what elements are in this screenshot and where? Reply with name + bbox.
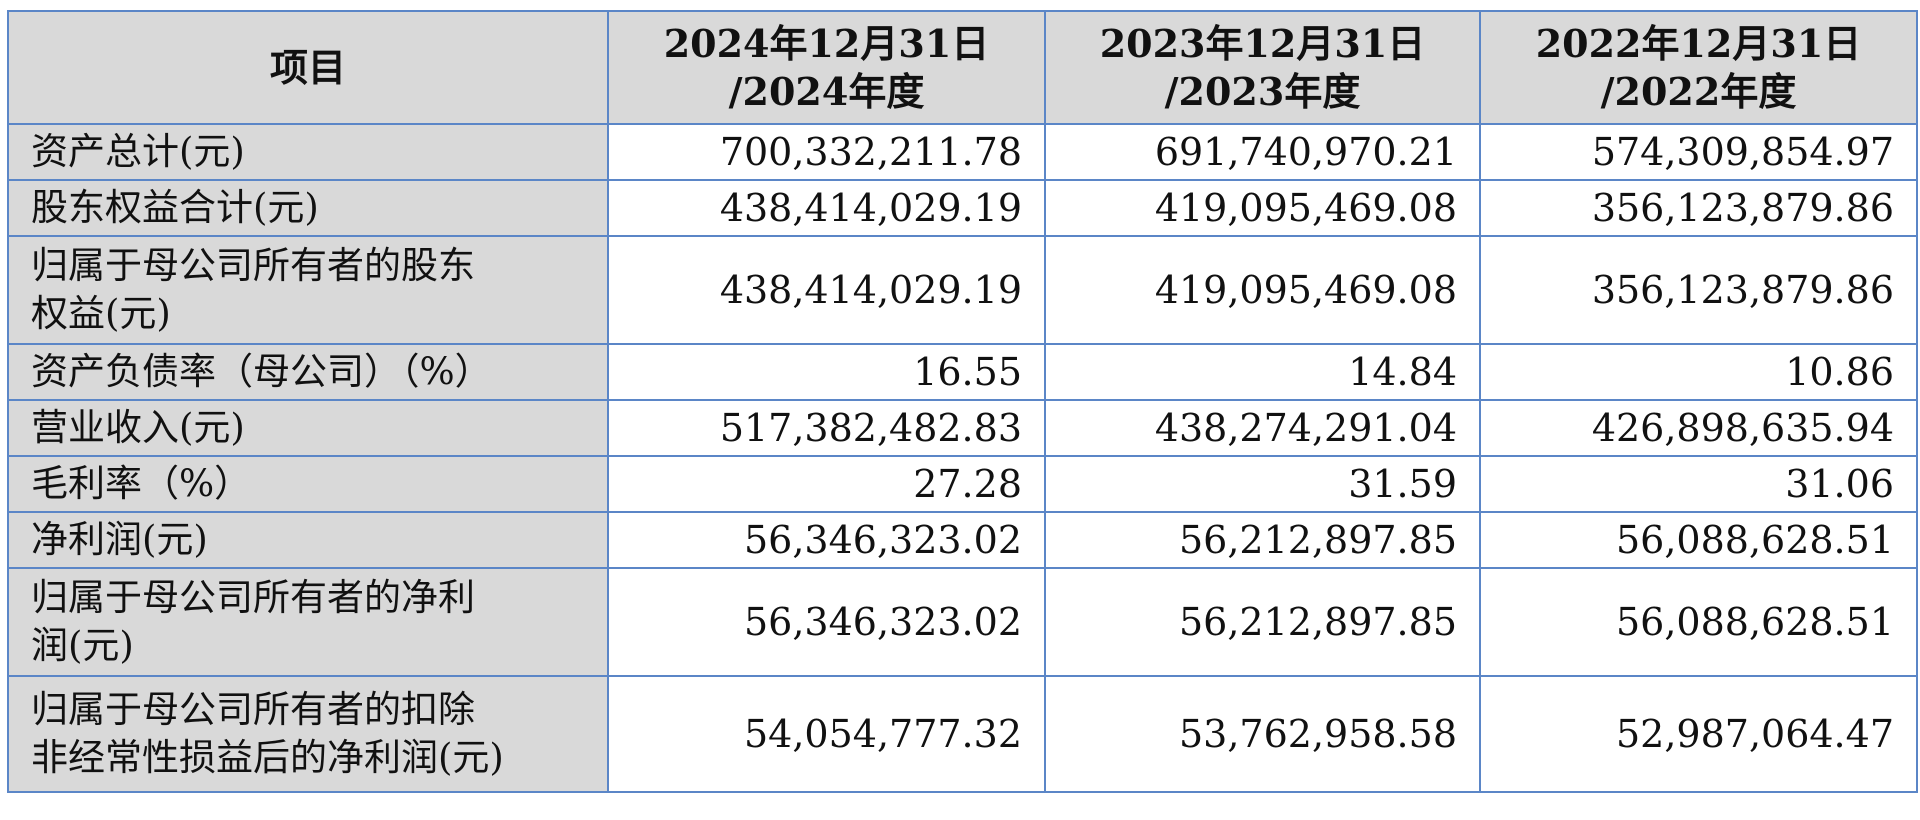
cell-2024: 517,382,482.83 — [607, 399, 1046, 457]
row-label: 资产总计(元) — [7, 123, 609, 181]
row-label: 资产负债率（母公司）（%） — [7, 343, 609, 401]
header-2023-year: /2023年度 — [1164, 68, 1361, 114]
row-label: 归属于母公司所有者的股东 权益(元) — [7, 235, 609, 345]
row-label-line: 归属于母公司所有者的扣除 — [31, 688, 475, 731]
row-label-line: 权益(元) — [31, 292, 171, 335]
cell-2022: 31.06 — [1479, 455, 1918, 513]
table-row: 营业收入(元) 517,382,482.83 438,274,291.04 42… — [7, 399, 1918, 457]
table-row: 归属于母公司所有者的扣除 非经常性损益后的净利润(元) 54,054,777.3… — [7, 675, 1918, 793]
cell-2023: 691,740,970.21 — [1044, 123, 1481, 181]
row-label-line: 归属于母公司所有者的股东 — [31, 244, 475, 287]
cell-2023: 56,212,897.85 — [1044, 511, 1481, 569]
cell-2023: 438,274,291.04 — [1044, 399, 1481, 457]
cell-2024: 700,332,211.78 — [607, 123, 1046, 181]
table-row: 归属于母公司所有者的股东 权益(元) 438,414,029.19 419,09… — [7, 235, 1918, 345]
cell-2024: 56,346,323.02 — [607, 511, 1046, 569]
table-row: 股东权益合计(元) 438,414,029.19 419,095,469.08 … — [7, 179, 1918, 237]
cell-2022: 10.86 — [1479, 343, 1918, 401]
cell-2022: 56,088,628.51 — [1479, 511, 1918, 569]
cell-2022: 56,088,628.51 — [1479, 567, 1918, 677]
cell-2024: 16.55 — [607, 343, 1046, 401]
header-2022-date: 2022年12月31日 — [1535, 20, 1862, 66]
cell-2023: 419,095,469.08 — [1044, 179, 1481, 237]
table-row: 归属于母公司所有者的净利 润(元) 56,346,323.02 56,212,8… — [7, 567, 1918, 677]
header-2024-date: 2024年12月31日 — [663, 20, 990, 66]
row-label: 归属于母公司所有者的净利 润(元) — [7, 567, 609, 677]
cell-2023: 31.59 — [1044, 455, 1481, 513]
cell-2024: 438,414,029.19 — [607, 235, 1046, 345]
table-row: 资产总计(元) 700,332,211.78 691,740,970.21 57… — [7, 123, 1918, 181]
row-label: 营业收入(元) — [7, 399, 609, 457]
header-2023: 2023年12月31日 /2023年度 — [1044, 10, 1481, 125]
financial-data-table: 项目 2024年12月31日 /2024年度 2023年12月31日 /2023… — [7, 10, 1918, 793]
cell-2022: 356,123,879.86 — [1479, 179, 1918, 237]
cell-2023: 56,212,897.85 — [1044, 567, 1481, 677]
header-2023-date: 2023年12月31日 — [1099, 20, 1426, 66]
cell-2024: 27.28 — [607, 455, 1046, 513]
header-item: 项目 — [7, 10, 609, 125]
cell-2024: 438,414,029.19 — [607, 179, 1046, 237]
row-label-line: 归属于母公司所有者的净利 — [31, 576, 475, 619]
cell-2023: 53,762,958.58 — [1044, 675, 1481, 793]
row-label: 归属于母公司所有者的扣除 非经常性损益后的净利润(元) — [7, 675, 609, 793]
cell-2022: 426,898,635.94 — [1479, 399, 1918, 457]
cell-2023: 14.84 — [1044, 343, 1481, 401]
row-label: 毛利率（%） — [7, 455, 609, 513]
cell-2023: 419,095,469.08 — [1044, 235, 1481, 345]
cell-2022: 356,123,879.86 — [1479, 235, 1918, 345]
row-label-line: 润(元) — [31, 624, 134, 667]
cell-2024: 54,054,777.32 — [607, 675, 1046, 793]
table-row: 资产负债率（母公司）（%） 16.55 14.84 10.86 — [7, 343, 1918, 401]
table-row: 净利润(元) 56,346,323.02 56,212,897.85 56,08… — [7, 511, 1918, 569]
row-label: 净利润(元) — [7, 511, 609, 569]
cell-2022: 52,987,064.47 — [1479, 675, 1918, 793]
header-2022-year: /2022年度 — [1600, 68, 1797, 114]
cell-2024: 56,346,323.02 — [607, 567, 1046, 677]
row-label: 股东权益合计(元) — [7, 179, 609, 237]
cell-2022: 574,309,854.97 — [1479, 123, 1918, 181]
table-row: 毛利率（%） 27.28 31.59 31.06 — [7, 455, 1918, 513]
header-2024-year: /2024年度 — [728, 68, 925, 114]
header-2022: 2022年12月31日 /2022年度 — [1479, 10, 1918, 125]
header-item-label: 项目 — [269, 44, 346, 90]
row-label-line: 非经常性损益后的净利润(元) — [31, 736, 504, 779]
table-header-row: 项目 2024年12月31日 /2024年度 2023年12月31日 /2023… — [7, 10, 1918, 125]
header-2024: 2024年12月31日 /2024年度 — [607, 10, 1046, 125]
